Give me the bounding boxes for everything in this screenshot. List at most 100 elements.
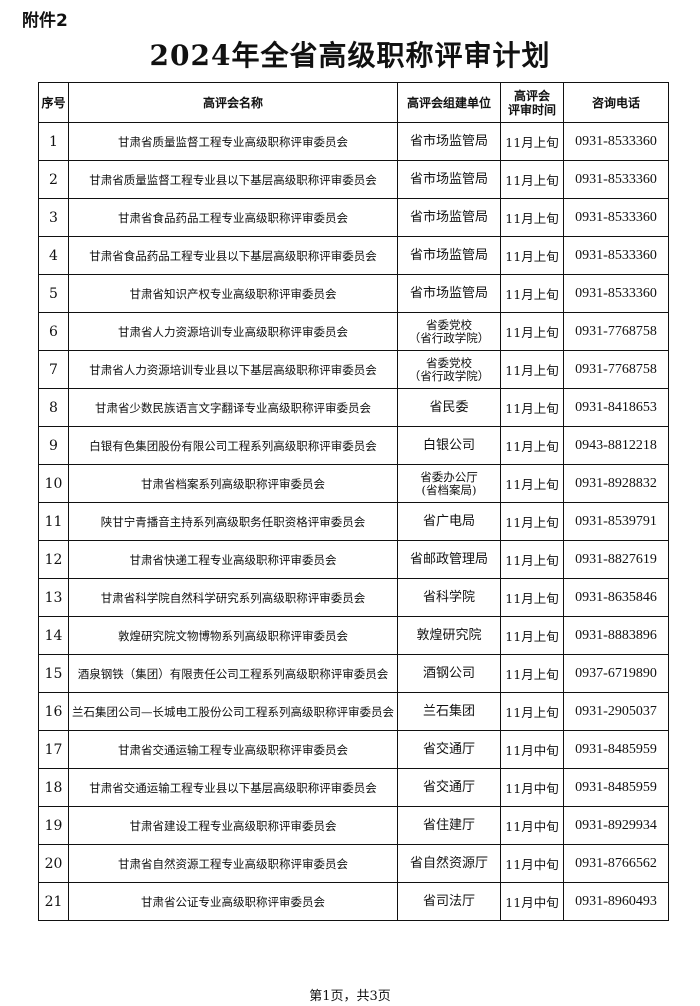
committee-name: 甘肃省科学院自然科学研究系列高级职称评审委员会 [68,578,398,617]
table-row: 7 甘肃省人力资源培训专业县以下基层高级职称评审委员会 省委党校 （省行政学院） 11… [38,350,669,389]
table-row: 4 甘肃省食品药品工程专业县以下基层高级职称评审委员会 省市场监管局 11月上旬 093… [38,236,669,275]
page-title: 2024年全省高级职称评审计划 [149,39,551,72]
row-number: 2 [38,160,69,199]
review-time: 11月上旬 [500,122,564,161]
organizing-unit: 敦煌研究院 [397,616,501,655]
row-number: 11 [38,502,69,541]
table-row: 16 兰石集团公司—长城电工股份公司工程系列高级职称评审委员会 兰石集团 11月上旬 0… [38,692,669,731]
review-time: 11月上旬 [500,616,564,655]
phone-number: 0931-8635846 [563,578,669,617]
organizing-unit: 白银公司 [397,426,501,465]
table-row: 6 甘肃省人力资源培训专业高级职称评审委员会 省委党校 （省行政学院） 11月上旬 09… [38,312,669,351]
table-row: 9 白银有色集团股份有限公司工程系列高级职称评审委员会 白银公司 11月上旬 0943-… [38,426,669,465]
committee-name: 甘肃省人力资源培训专业高级职称评审委员会 [68,312,398,351]
organizing-unit: 省住建厅 [397,806,501,845]
organizing-unit: 省市场监管局 [397,160,501,199]
row-number: 18 [38,768,69,807]
committee-name: 白银有色集团股份有限公司工程系列高级职称评审委员会 [68,426,398,465]
row-number: 1 [38,122,69,161]
organizing-unit: 省科学院 [397,578,501,617]
review-time: 11月上旬 [500,236,564,275]
table-row: 11 陕甘宁青播音主持系列高级职务任职资格评审委员会 省广电局 11月上旬 0931-8… [38,502,669,541]
phone-number: 0931-8928832 [563,464,669,503]
committee-name: 甘肃省食品药品工程专业高级职称评审委员会 [68,198,398,237]
organizing-unit: 省市场监管局 [397,236,501,275]
organizing-unit: 省交通厅 [397,768,501,807]
phone-number: 0931-8960493 [563,882,669,921]
review-time: 11月上旬 [500,578,564,617]
row-number: 6 [38,312,69,351]
row-number: 19 [38,806,69,845]
review-time: 11月上旬 [500,426,564,465]
table-row: 14 敦煌研究院文物博物系列高级职称评审委员会 敦煌研究院 11月上旬 0931-888… [38,616,669,655]
table-row: 12 甘肃省快递工程专业高级职称评审委员会 省邮政管理局 11月上旬 0931-8827… [38,540,669,579]
review-time: 11月上旬 [500,198,564,237]
header-phone: 咨询电话 [563,82,669,123]
committee-name: 甘肃省快递工程专业高级职称评审委员会 [68,540,398,579]
committee-name: 甘肃省质量监督工程专业县以下基层高级职称评审委员会 [68,160,398,199]
organizing-unit: 省委党校 （省行政学院） [397,350,501,389]
row-number: 8 [38,388,69,427]
committee-name: 甘肃省自然资源工程专业高级职称评审委员会 [68,844,398,883]
row-number: 10 [38,464,69,503]
phone-number: 0931-8539791 [563,502,669,541]
header-name: 高评会名称 [68,82,398,123]
organizing-unit: 省委党校 （省行政学院） [397,312,501,351]
organizing-unit: 省市场监管局 [397,198,501,237]
review-time: 11月上旬 [500,654,564,693]
organizing-unit: 省委办公厅 (省档案局) [397,464,501,503]
table-row: 13 甘肃省科学院自然科学研究系列高级职称评审委员会 省科学院 11月上旬 0931-8… [38,578,669,617]
committee-name: 兰石集团公司—长城电工股份公司工程系列高级职称评审委员会 [68,692,398,731]
committee-name: 甘肃省公证专业高级职称评审委员会 [68,882,398,921]
table-row: 2 甘肃省质量监督工程专业县以下基层高级职称评审委员会 省市场监管局 11月上旬 093… [38,160,669,199]
review-time: 11月中旬 [500,882,564,921]
review-time: 11月上旬 [500,502,564,541]
committee-name: 陕甘宁青播音主持系列高级职务任职资格评审委员会 [68,502,398,541]
organizing-unit: 省市场监管局 [397,122,501,161]
committee-name: 甘肃省交通运输工程专业高级职称评审委员会 [68,730,398,769]
committee-name: 酒泉钢铁（集团）有限责任公司工程系列高级职称评审委员会 [68,654,398,693]
phone-number: 0931-8883896 [563,616,669,655]
row-number: 16 [38,692,69,731]
review-time: 11月上旬 [500,692,564,731]
table-row: 19 甘肃省建设工程专业高级职称评审委员会 省住建厅 11月中旬 0931-892993… [38,806,669,845]
row-number: 14 [38,616,69,655]
table-row: 17 甘肃省交通运输工程专业高级职称评审委员会 省交通厅 11月中旬 0931-8485… [38,730,669,769]
phone-number: 0931-8533360 [563,122,669,161]
review-time: 11月上旬 [500,388,564,427]
committee-name: 甘肃省少数民族语言文字翻译专业高级职称评审委员会 [68,388,398,427]
committee-name: 甘肃省交通运输工程专业县以下基层高级职称评审委员会 [68,768,398,807]
phone-number: 0931-7768758 [563,312,669,351]
phone-number: 0943-8812218 [563,426,669,465]
phone-number: 0931-8827619 [563,540,669,579]
review-time: 11月上旬 [500,312,564,351]
committee-name: 甘肃省食品药品工程专业县以下基层高级职称评审委员会 [68,236,398,275]
organizing-unit: 省民委 [397,388,501,427]
table-row: 5 甘肃省知识产权专业高级职称评审委员会 省市场监管局 11月上旬 0931-85333… [38,274,669,313]
phone-number: 0931-8533360 [563,198,669,237]
phone-number: 0931-7768758 [563,350,669,389]
phone-number: 0931-8533360 [563,274,669,313]
row-number: 5 [38,274,69,313]
review-time: 11月中旬 [500,844,564,883]
header-no: 序号 [38,82,69,123]
table-row: 10 甘肃省档案系列高级职称评审委员会 省委办公厅 (省档案局) 11月上旬 0931-… [38,464,669,503]
phone-number: 0931-8485959 [563,768,669,807]
row-number: 9 [38,426,69,465]
committee-name: 甘肃省质量监督工程专业高级职称评审委员会 [68,122,398,161]
row-number: 12 [38,540,69,579]
review-time: 11月上旬 [500,350,564,389]
review-time: 11月上旬 [500,160,564,199]
organizing-unit: 酒钢公司 [397,654,501,693]
committee-name: 甘肃省档案系列高级职称评审委员会 [68,464,398,503]
phone-number: 0937-6719890 [563,654,669,693]
row-number: 17 [38,730,69,769]
row-number: 4 [38,236,69,275]
review-time: 11月上旬 [500,540,564,579]
row-number: 21 [38,882,69,921]
committee-name: 敦煌研究院文物博物系列高级职称评审委员会 [68,616,398,655]
review-time: 11月上旬 [500,464,564,503]
page-footer: 第1页，共3页 [309,989,391,1004]
phone-number: 0931-8929934 [563,806,669,845]
review-time: 11月中旬 [500,806,564,845]
